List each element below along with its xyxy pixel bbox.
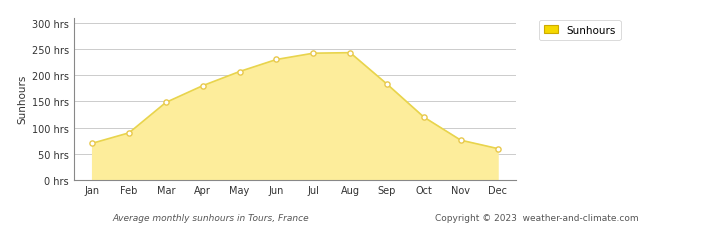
Y-axis label: Sunhours: Sunhours bbox=[18, 75, 27, 124]
Point bbox=[86, 142, 98, 146]
Point bbox=[418, 116, 430, 119]
Point bbox=[160, 101, 171, 105]
Point bbox=[234, 70, 245, 74]
Text: Copyright © 2023  weather-and-climate.com: Copyright © 2023 weather-and-climate.com bbox=[435, 213, 639, 222]
Point bbox=[271, 58, 282, 62]
Point bbox=[307, 52, 319, 56]
Point bbox=[345, 52, 356, 55]
Point bbox=[124, 131, 135, 135]
Point bbox=[381, 83, 392, 87]
Text: Average monthly sunhours in Tours, France: Average monthly sunhours in Tours, Franc… bbox=[112, 213, 309, 222]
Point bbox=[455, 139, 466, 142]
Point bbox=[492, 147, 503, 151]
Point bbox=[197, 85, 208, 88]
Legend: Sunhours: Sunhours bbox=[539, 20, 621, 41]
